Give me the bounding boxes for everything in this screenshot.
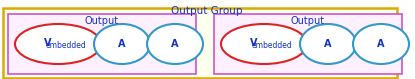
Ellipse shape [353, 24, 409, 64]
Ellipse shape [147, 24, 203, 64]
Text: A: A [118, 39, 126, 49]
Text: A: A [324, 39, 332, 49]
Text: A: A [377, 39, 385, 49]
Text: V: V [250, 38, 258, 48]
Text: embedded: embedded [46, 41, 86, 50]
Ellipse shape [221, 24, 307, 64]
Text: V: V [44, 38, 52, 48]
Text: A: A [171, 39, 179, 49]
Ellipse shape [94, 24, 150, 64]
Ellipse shape [300, 24, 356, 64]
Text: Output Group: Output Group [171, 6, 243, 16]
FancyBboxPatch shape [8, 14, 196, 74]
FancyBboxPatch shape [3, 8, 397, 77]
Text: embedded: embedded [251, 41, 293, 50]
Ellipse shape [15, 24, 101, 64]
Text: Output: Output [291, 16, 325, 26]
Text: Output: Output [85, 16, 119, 26]
FancyBboxPatch shape [214, 14, 402, 74]
